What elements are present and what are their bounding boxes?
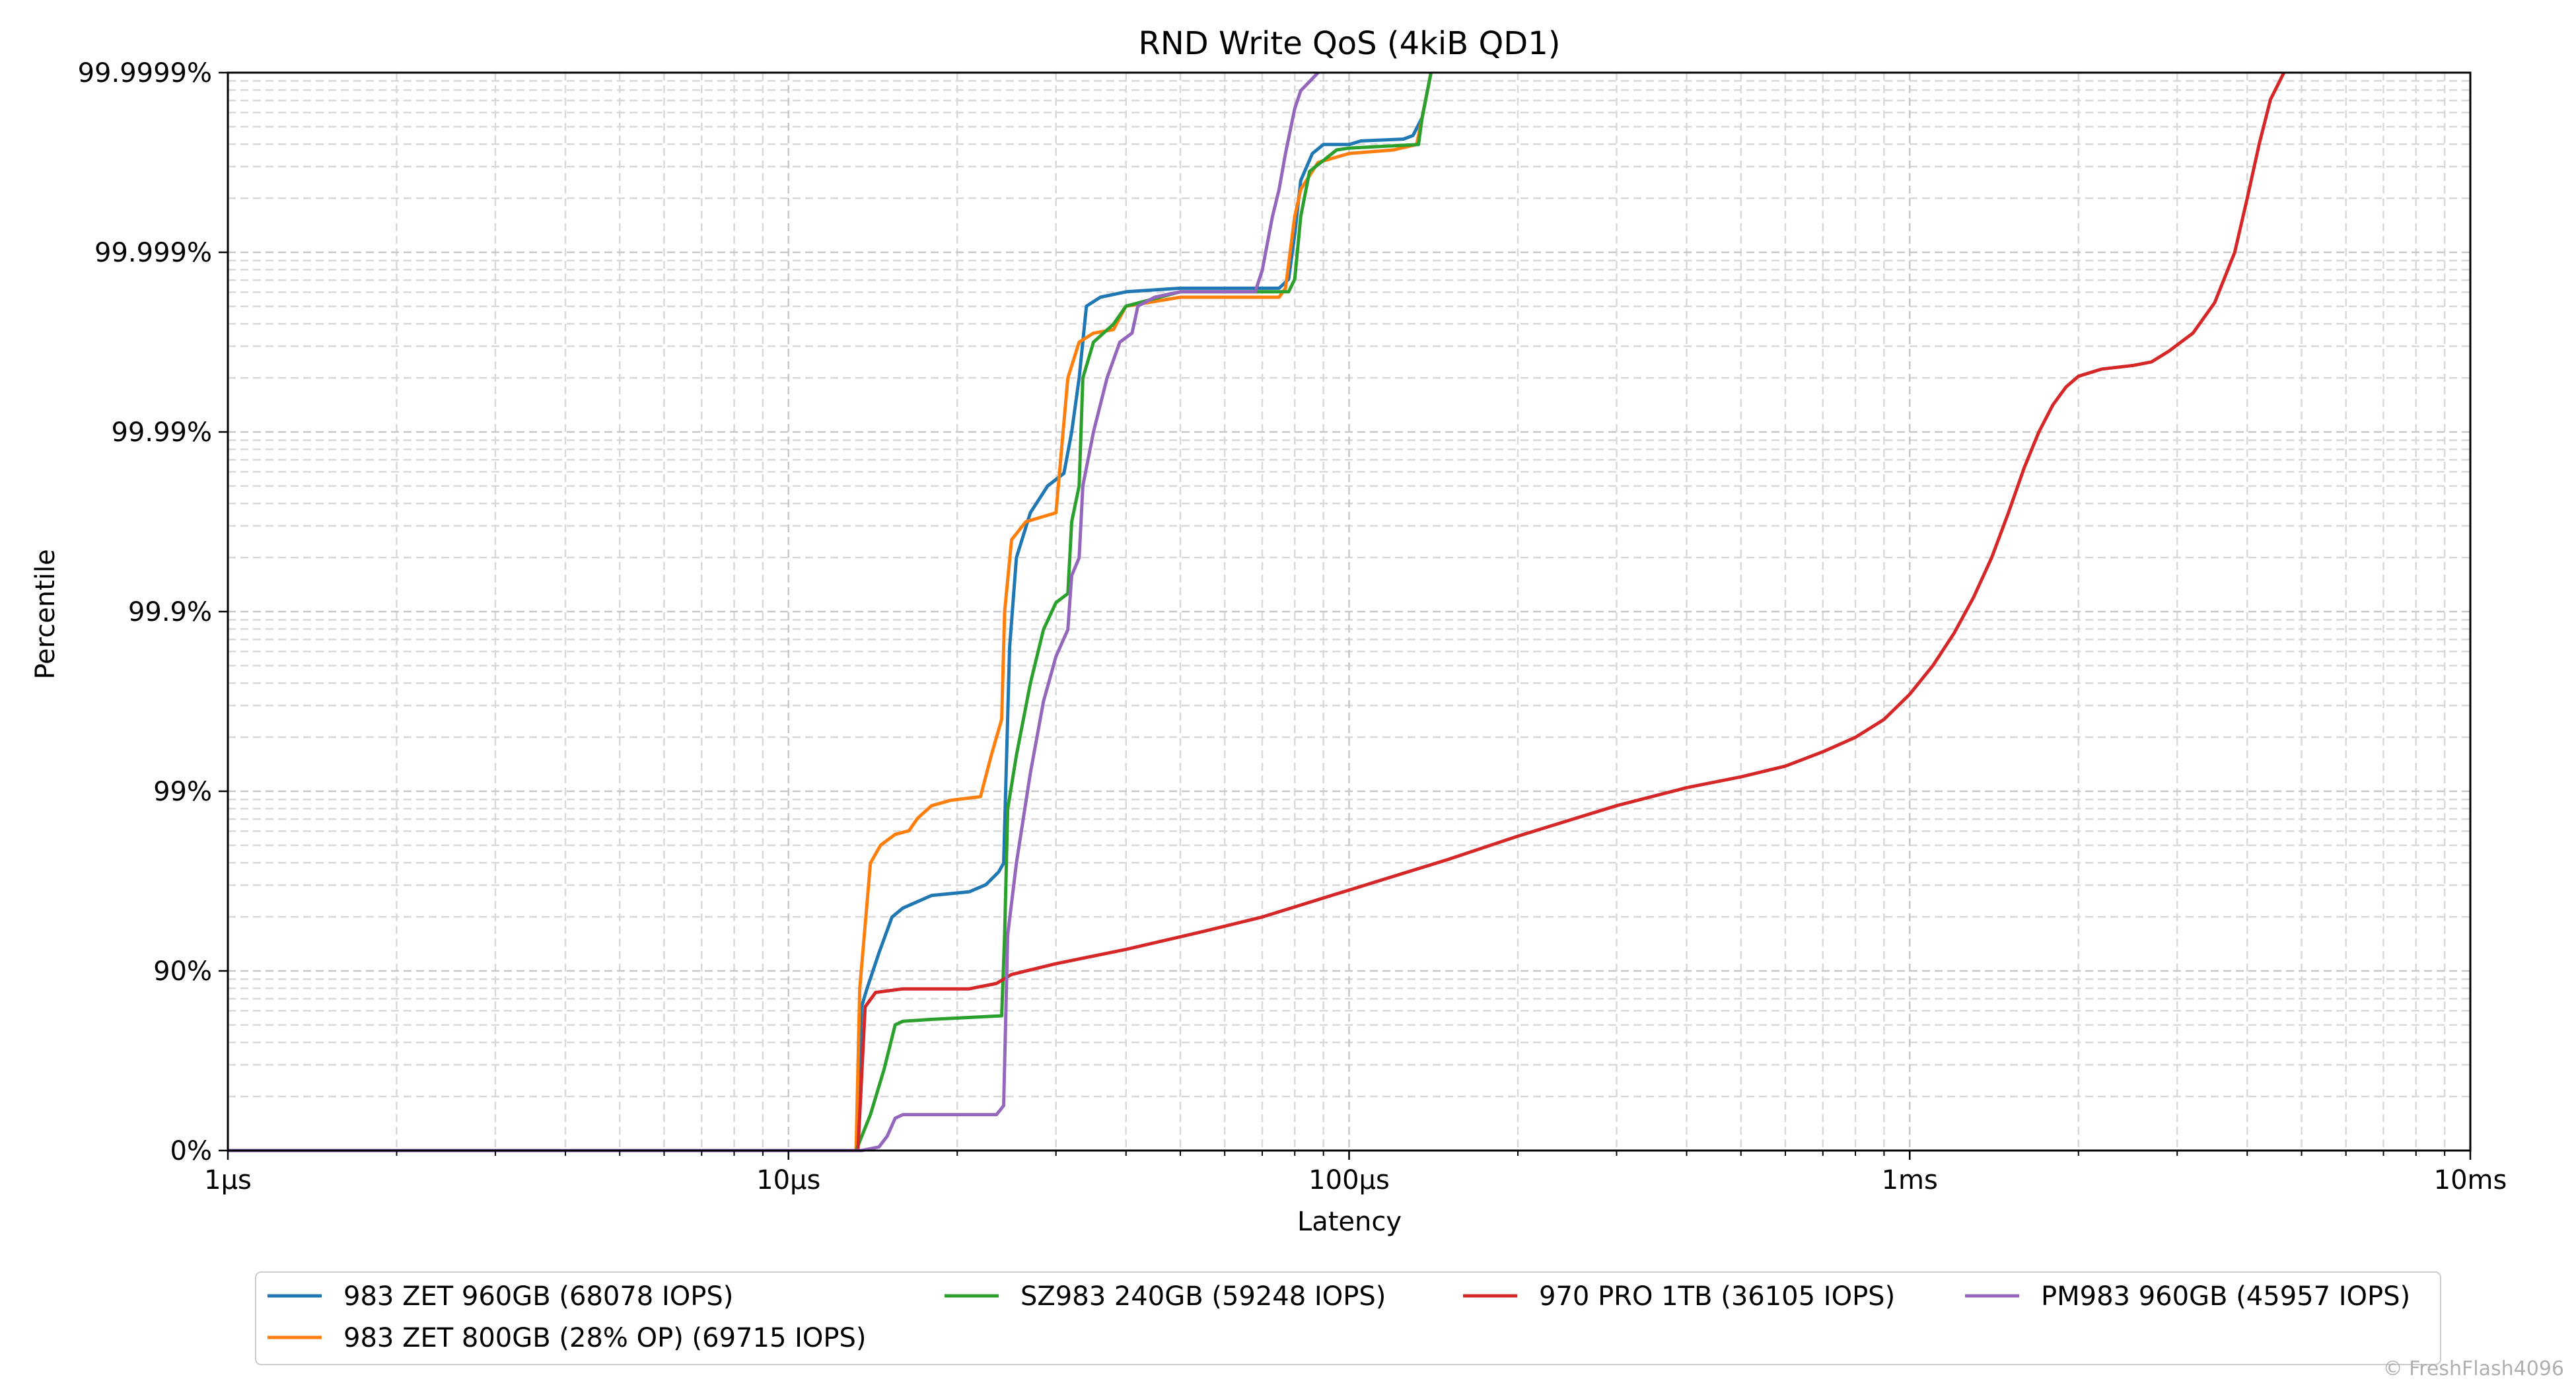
series-line-4 — [228, 71, 2286, 1153]
legend-label-5: PM983 960GB (45957 IOPS) — [2041, 1281, 2410, 1312]
legend-label-3: SZ983 240GB (59248 IOPS) — [1020, 1281, 1386, 1312]
series-line-1 — [228, 72, 1433, 1153]
x-tick-label: 10µs — [756, 1165, 820, 1195]
x-tick-label: 1ms — [1882, 1165, 1938, 1195]
chart-title: RND Write QoS (4kiB QD1) — [1139, 25, 1561, 62]
x-tick-label: 100µs — [1308, 1165, 1390, 1195]
legend-label-4: 970 PRO 1TB (36105 IOPS) — [1539, 1281, 1895, 1312]
y-tick-label: 0% — [170, 1136, 212, 1166]
x-tick-label: 10ms — [2434, 1165, 2507, 1195]
series-line-3 — [228, 72, 1433, 1153]
legend-label-2: 983 ZET 800GB (28% OP) (69715 IOPS) — [343, 1323, 867, 1353]
y-tick-label: 99.9999% — [78, 58, 212, 89]
series-line-2 — [228, 72, 1433, 1153]
y-ticks: 0% 90% 99% 99.9% 99.99% 99.999% 99.9999% — [78, 58, 228, 1166]
plot-lines — [228, 71, 2286, 1153]
x-ticks: 1µs 10µs 100µs 1ms 10ms — [204, 1151, 2507, 1195]
y-tick-label: 99% — [153, 777, 212, 807]
watermark: © FreshFlash4096 — [2383, 1357, 2564, 1380]
x-tick-label: 1µs — [204, 1165, 252, 1195]
y-tick-label: 99.99% — [111, 417, 212, 448]
legend-box — [255, 1271, 2441, 1365]
series-line-5 — [228, 71, 1320, 1153]
legend: 983 ZET 960GB (68078 IOPS) 983 ZET 800GB … — [255, 1271, 2441, 1365]
y-axis-label: Percentile — [30, 549, 61, 679]
y-tick-label: 99.9% — [128, 597, 212, 627]
legend-label-1: 983 ZET 960GB (68078 IOPS) — [343, 1281, 733, 1312]
y-tick-label: 90% — [153, 956, 212, 987]
x-axis-label: Latency — [1297, 1207, 1402, 1237]
y-tick-label: 99.999% — [94, 238, 212, 268]
